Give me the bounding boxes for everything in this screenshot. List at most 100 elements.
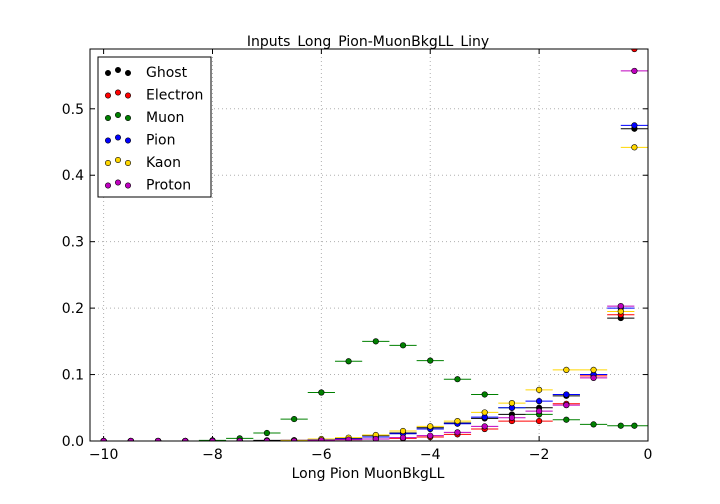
data-point [318, 437, 325, 441]
data-point [454, 376, 461, 383]
y-tick-label: 0.1 [62, 368, 84, 384]
data-point [536, 386, 543, 393]
data-point [481, 409, 488, 416]
legend-marker [105, 182, 112, 189]
data-point [631, 422, 638, 429]
series-muon [90, 338, 648, 441]
data-point [590, 421, 597, 428]
legend-marker [125, 182, 132, 189]
chart-title: Inputs_Long_Pion-MuonBkgLL_Liny [247, 34, 489, 50]
data-point [590, 366, 597, 374]
data-point [345, 358, 352, 365]
data-point [399, 434, 407, 441]
legend-item: Ghost [105, 65, 188, 81]
legend-box [97, 56, 212, 198]
data-point [182, 437, 189, 441]
legend-marker [115, 134, 122, 141]
legend-item: Pion [105, 133, 175, 149]
legend-label: Proton [146, 178, 191, 194]
axis-ticks: −10 −8 −6 −4 −2 0 0.0 0.1 0.2 0.3 0.4 0.5 [62, 49, 653, 463]
data-point [631, 122, 638, 129]
x-tick-label: −4 [420, 447, 441, 463]
data-point [427, 432, 434, 439]
data-point [631, 67, 638, 75]
legend-marker [105, 92, 112, 99]
data-point [536, 398, 543, 405]
y-tick-label: 0.0 [62, 434, 84, 450]
x-tick-label: −8 [202, 447, 223, 463]
data-point [427, 357, 434, 364]
legend-marker [125, 137, 132, 144]
legend-marker [105, 160, 112, 167]
legend-item: Muon [105, 110, 184, 126]
legend: Ghost Electron Muon Pion Kaon Proton [97, 56, 212, 198]
legend-label: Muon [146, 110, 184, 126]
data-point [291, 415, 298, 423]
legend-item: Kaon [105, 155, 181, 171]
legend-label: Ghost [146, 65, 188, 81]
data-point [154, 437, 162, 441]
data-point [454, 417, 461, 425]
data-point [536, 417, 543, 425]
data-point [372, 435, 379, 441]
data-point [617, 308, 624, 315]
data-point [508, 400, 516, 407]
y-tick-label: 0.2 [62, 301, 84, 317]
data-point [427, 423, 434, 430]
data-point [399, 342, 407, 349]
y-tick-label: 0.5 [62, 102, 84, 118]
legend-marker [115, 157, 122, 164]
legend-marker [125, 70, 132, 77]
axes-frame [89, 48, 649, 442]
data-point [590, 374, 597, 381]
x-tick-label: 0 [644, 447, 653, 463]
series-proton [90, 67, 648, 441]
legend-marker [115, 67, 122, 74]
legend-marker [125, 115, 132, 122]
x-tick-label: −10 [89, 447, 119, 463]
legend-marker [105, 115, 112, 122]
legend-label: Electron [146, 88, 203, 104]
data-point [481, 423, 488, 430]
data-point [631, 144, 638, 151]
data-point [236, 437, 243, 441]
legend-label: Kaon [146, 155, 181, 171]
x-tick-label: −2 [529, 447, 550, 463]
data-point [563, 391, 570, 398]
data-point [508, 414, 516, 421]
legend-item: Proton [105, 178, 191, 194]
x-tick-label: −6 [311, 447, 332, 463]
legend-marker [125, 160, 132, 167]
data-point [454, 429, 461, 436]
data-point [345, 436, 352, 441]
y-tick-label: 0.3 [62, 235, 84, 251]
data-layer [90, 49, 648, 441]
data-point [536, 408, 543, 415]
y-tick-label: 0.4 [62, 168, 84, 184]
data-point [318, 389, 325, 396]
data-point [563, 366, 570, 374]
legend-marker [125, 92, 132, 99]
legend-marker [115, 112, 122, 119]
data-point [617, 303, 624, 310]
legend-marker [105, 137, 112, 144]
data-point [399, 427, 407, 435]
data-point [263, 429, 271, 437]
x-axis-label: Long Pion MuonBkgLL [292, 466, 445, 482]
legend-marker [115, 89, 122, 96]
data-point [481, 391, 488, 398]
legend-item: Electron [105, 88, 203, 104]
data-point [372, 338, 379, 345]
plot-area [90, 49, 648, 441]
data-point [291, 437, 298, 441]
legend-marker [105, 70, 112, 77]
data-point [563, 402, 570, 409]
legend-marker [115, 179, 122, 186]
data-point [263, 437, 271, 441]
legend-label: Pion [146, 133, 175, 149]
data-point [100, 437, 107, 441]
data-point [209, 437, 216, 441]
data-point [127, 437, 134, 441]
data-point [563, 416, 570, 423]
